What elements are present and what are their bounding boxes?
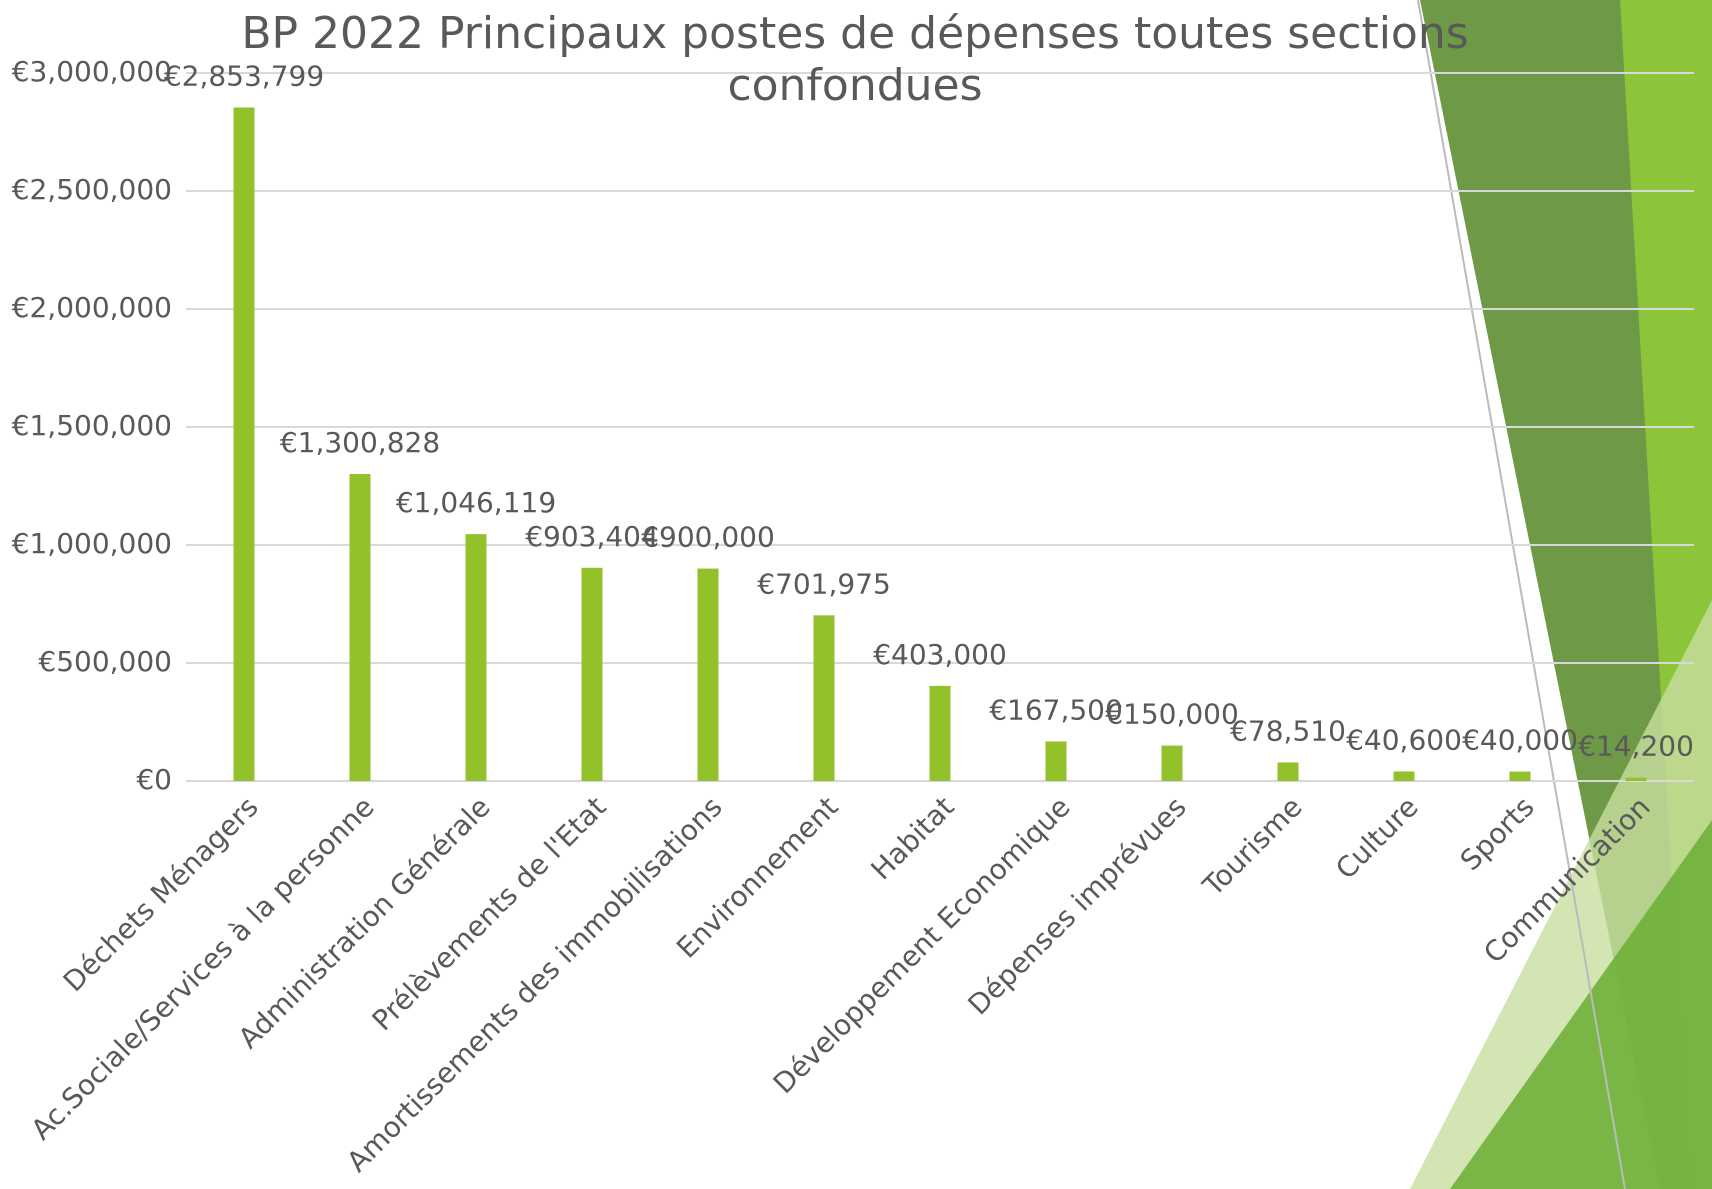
page: €0 €500,000 €1,000,000 €1,500,000 €2,000,000… [0, 0, 1712, 1189]
value-label: €900,000 [641, 521, 775, 554]
bar [930, 686, 951, 781]
x-tick-label: Dépenses imprévues [961, 790, 1192, 1021]
bar [350, 474, 371, 781]
value-label: €40,600 [1346, 723, 1462, 756]
bar [1162, 746, 1183, 781]
value-label: €40,000 [1462, 724, 1578, 757]
chart-title: BP 2022 Principaux postes de dépenses to… [230, 8, 1480, 112]
y-tick-label: €3,000,000 [12, 55, 172, 88]
y-tick-label: €0 [136, 763, 172, 796]
y-tick-label: €2,000,000 [12, 291, 172, 324]
bar [1626, 778, 1647, 781]
value-label: €167,500 [989, 693, 1123, 726]
value-label: €403,000 [873, 638, 1007, 671]
bar [466, 534, 487, 781]
value-label: €14,200 [1578, 730, 1694, 763]
chart: €0 €500,000 €1,000,000 €1,500,000 €2,000,000… [0, 0, 1712, 1189]
value-label: €1,046,119 [396, 486, 556, 519]
x-tick-label: Tourisme [1196, 790, 1309, 903]
y-tick-label: €2,500,000 [12, 173, 172, 206]
bar [582, 568, 603, 781]
y-tick-label: €500,000 [38, 645, 172, 678]
bar [814, 615, 835, 781]
value-label: €78,510 [1230, 714, 1346, 747]
y-tick-label: €1,000,000 [12, 527, 172, 560]
value-label: €1,300,828 [280, 426, 440, 459]
value-label: €903,404 [525, 520, 659, 553]
x-tick-label: Culture [1329, 790, 1424, 885]
value-label: €150,000 [1105, 698, 1239, 731]
bar [1394, 771, 1415, 781]
bar [1278, 762, 1299, 781]
bar [698, 569, 719, 781]
decoration [1410, 0, 1712, 1189]
value-label: €701,975 [757, 567, 891, 600]
x-tick-label: Sports [1454, 790, 1541, 877]
x-tick-label: Déchets Ménagers [57, 790, 265, 998]
bar [1510, 772, 1531, 781]
bar [1046, 741, 1067, 781]
x-tick-label: Habitat [865, 790, 961, 886]
x-tick-label: Prélèvements de l'Etat [366, 790, 613, 1037]
y-tick-label: €1,500,000 [12, 409, 172, 442]
bar [234, 108, 255, 781]
